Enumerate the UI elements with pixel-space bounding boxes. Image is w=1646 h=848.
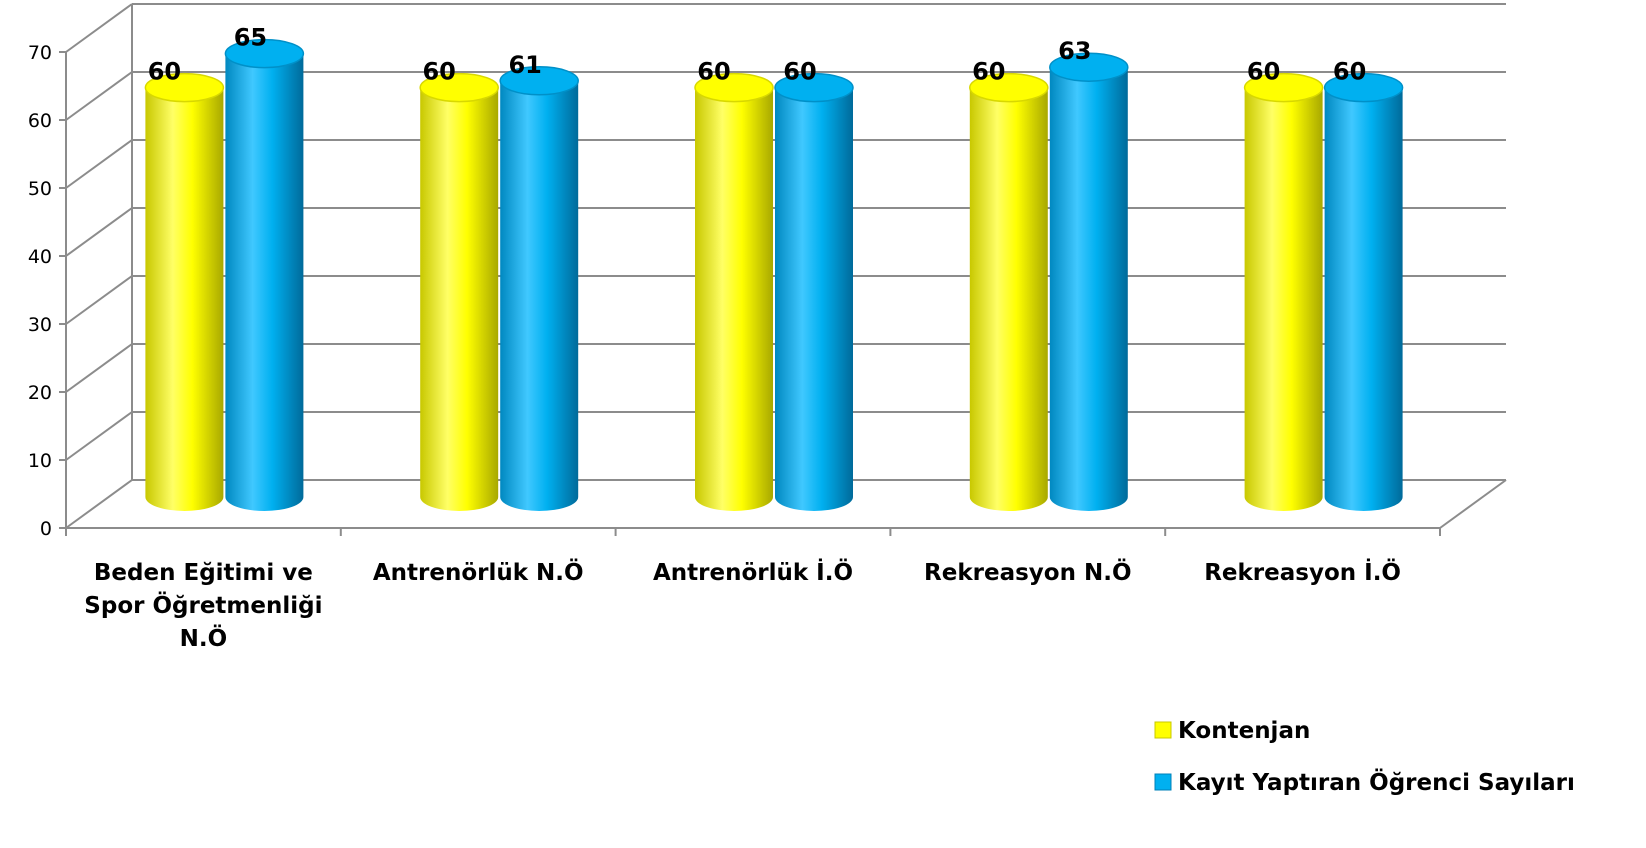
data-label: 61 [508,51,541,79]
bar-body [1049,67,1128,511]
bar-body [225,53,304,511]
gridline-diagonal [65,479,133,529]
gridline-diagonal [65,343,133,393]
gridline-diagonal [65,411,133,461]
y-tick-label: 70 [28,42,52,64]
data-label: 60 [783,58,816,86]
data-label: 60 [972,58,1005,86]
data-label: 60 [1333,58,1366,86]
bar-top [1243,72,1324,103]
data-label: 65 [234,24,267,52]
legend-swatch [1154,773,1172,791]
gridline-diagonal [65,207,133,257]
category-label: Spor Öğretmenliği [84,591,322,619]
bar [1243,72,1324,511]
bar-top [1049,52,1129,82]
category-label: Antrenörlük İ.Ö [653,558,853,586]
bar-top [694,72,774,103]
bar-body [1244,87,1323,511]
data-label: 60 [1247,58,1280,86]
bar [419,72,499,511]
bar-body [420,87,499,511]
bar [969,72,1049,512]
bar-top [224,38,305,69]
bar-top [499,66,579,96]
bar [144,72,225,511]
legend-swatch [1154,721,1172,739]
bar-body [1324,87,1403,511]
legend-label: Kayıt Yaptıran Öğrenci Sayıları [1178,768,1575,796]
bar [499,66,579,512]
y-tick-label: 10 [28,450,52,472]
y-tick-label: 30 [28,314,52,336]
gridline-diagonal [65,275,133,325]
bar-top [774,72,854,103]
data-label: 60 [148,58,181,86]
bar-top [1323,72,1404,103]
bar [1323,72,1404,511]
bar-body [775,87,853,511]
data-label: 63 [1058,37,1091,65]
category-label: Rekreasyon İ.Ö [1204,558,1401,586]
bar-body [969,87,1048,512]
category-label: Beden Eğitimi ve [94,560,313,586]
y-tick-label: 20 [28,382,52,404]
category-label: Rekreasyon N.Ö [924,558,1131,586]
y-tick-label: 60 [28,110,52,132]
floor-right-edge [1439,479,1507,529]
bar-top [419,72,499,103]
bar-body [500,80,579,512]
bar-top [969,72,1049,103]
y-tick-label: 0 [40,518,52,540]
gridline-diagonal [65,139,133,189]
bar-body [695,87,773,511]
category-label: Antrenörlük N.Ö [373,558,584,586]
y-tick-label: 50 [28,178,52,200]
data-label: 60 [422,58,455,86]
bar [224,38,305,511]
category-label: N.Ö [180,624,228,652]
bar [694,72,774,511]
bar-body [145,87,224,511]
legend-label: Kontenjan [1178,718,1310,744]
data-label: 60 [697,58,730,86]
gridline-diagonal [65,3,133,53]
bar [1049,52,1129,511]
gridline-diagonal [65,71,133,121]
bar [774,72,854,511]
y-tick-label: 40 [28,246,52,268]
bar-top [144,72,225,103]
